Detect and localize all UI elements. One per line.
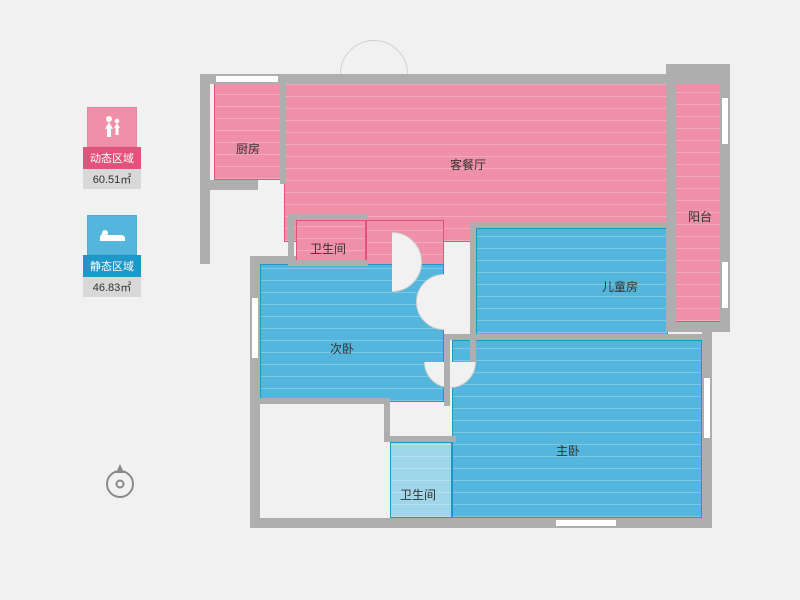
wall (280, 74, 286, 184)
legend-dynamic-area: 60.51㎡ (83, 169, 141, 189)
legend-static-area: 46.83㎡ (83, 277, 141, 297)
wall (200, 180, 258, 190)
legend-static-icon-box (87, 215, 137, 255)
room-master (452, 340, 702, 518)
window (722, 98, 728, 144)
wall (288, 214, 368, 220)
room-bath2 (390, 442, 452, 518)
legend-dynamic: 动态区域 60.51㎡ (80, 107, 144, 189)
window (556, 520, 616, 526)
window (216, 76, 278, 82)
wall (250, 518, 710, 528)
room-balcony (674, 72, 724, 322)
room-secondary (260, 264, 444, 402)
sleep-icon (97, 223, 127, 247)
legend-static: 静态区域 46.83㎡ (80, 215, 144, 297)
legend-dynamic-icon-box (87, 107, 137, 147)
wall (250, 256, 260, 526)
wall (470, 222, 670, 228)
floor-plan: 厨房客餐厅阳台卫生间儿童房次卧主卧卫生间 (200, 62, 730, 530)
room-bath1 (296, 220, 366, 264)
door-arc (416, 274, 472, 330)
wall (256, 398, 386, 404)
wall (288, 260, 368, 266)
wall (666, 322, 730, 332)
wall (444, 334, 450, 406)
legend-static-label: 静态区域 (83, 255, 141, 277)
wall (288, 214, 294, 264)
wall (384, 436, 456, 442)
window (704, 378, 710, 438)
wall (666, 64, 730, 74)
window (722, 262, 728, 308)
wall (444, 334, 708, 340)
wall (200, 74, 210, 264)
legend: 动态区域 60.51㎡ 静态区域 46.83㎡ (80, 107, 144, 323)
compass-icon (100, 460, 140, 500)
wall (666, 64, 676, 330)
window (252, 298, 258, 358)
wall (470, 222, 476, 362)
room-kitchen (214, 82, 284, 180)
legend-dynamic-label: 动态区域 (83, 147, 141, 169)
people-icon (98, 113, 126, 141)
